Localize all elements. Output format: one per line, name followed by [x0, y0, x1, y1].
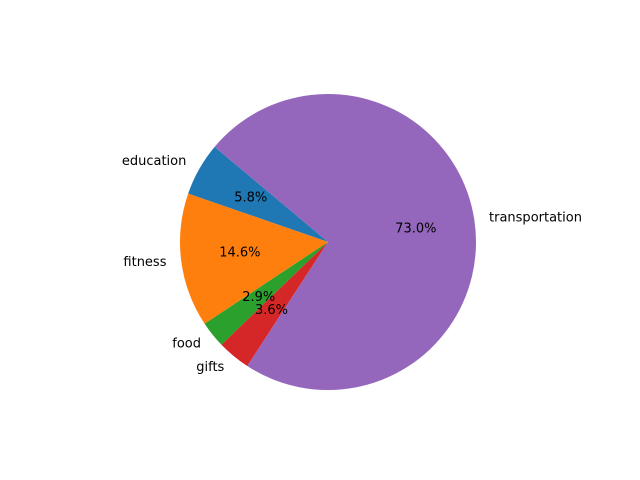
pie-slice-education — [188, 146, 328, 242]
pie-slice-fitness — [180, 193, 328, 324]
pie-slice-gifts — [221, 242, 328, 367]
slice-label-food: food — [172, 336, 201, 351]
slice-percent-gifts: 3.6% — [255, 303, 288, 318]
pie-slice-food — [204, 242, 328, 345]
slice-percent-education: 5.8% — [234, 191, 267, 206]
slice-label-gifts: gifts — [196, 360, 224, 375]
slice-percent-food: 2.9% — [242, 290, 275, 305]
slice-percent-fitness: 14.6% — [219, 246, 260, 261]
slice-label-transportation: transportation — [489, 211, 582, 226]
slice-percent-transportation: 73.0% — [395, 221, 436, 236]
slice-label-fitness: fitness — [123, 255, 166, 270]
pie-slice-transportation — [214, 94, 476, 390]
slice-label-education: education — [122, 154, 187, 169]
